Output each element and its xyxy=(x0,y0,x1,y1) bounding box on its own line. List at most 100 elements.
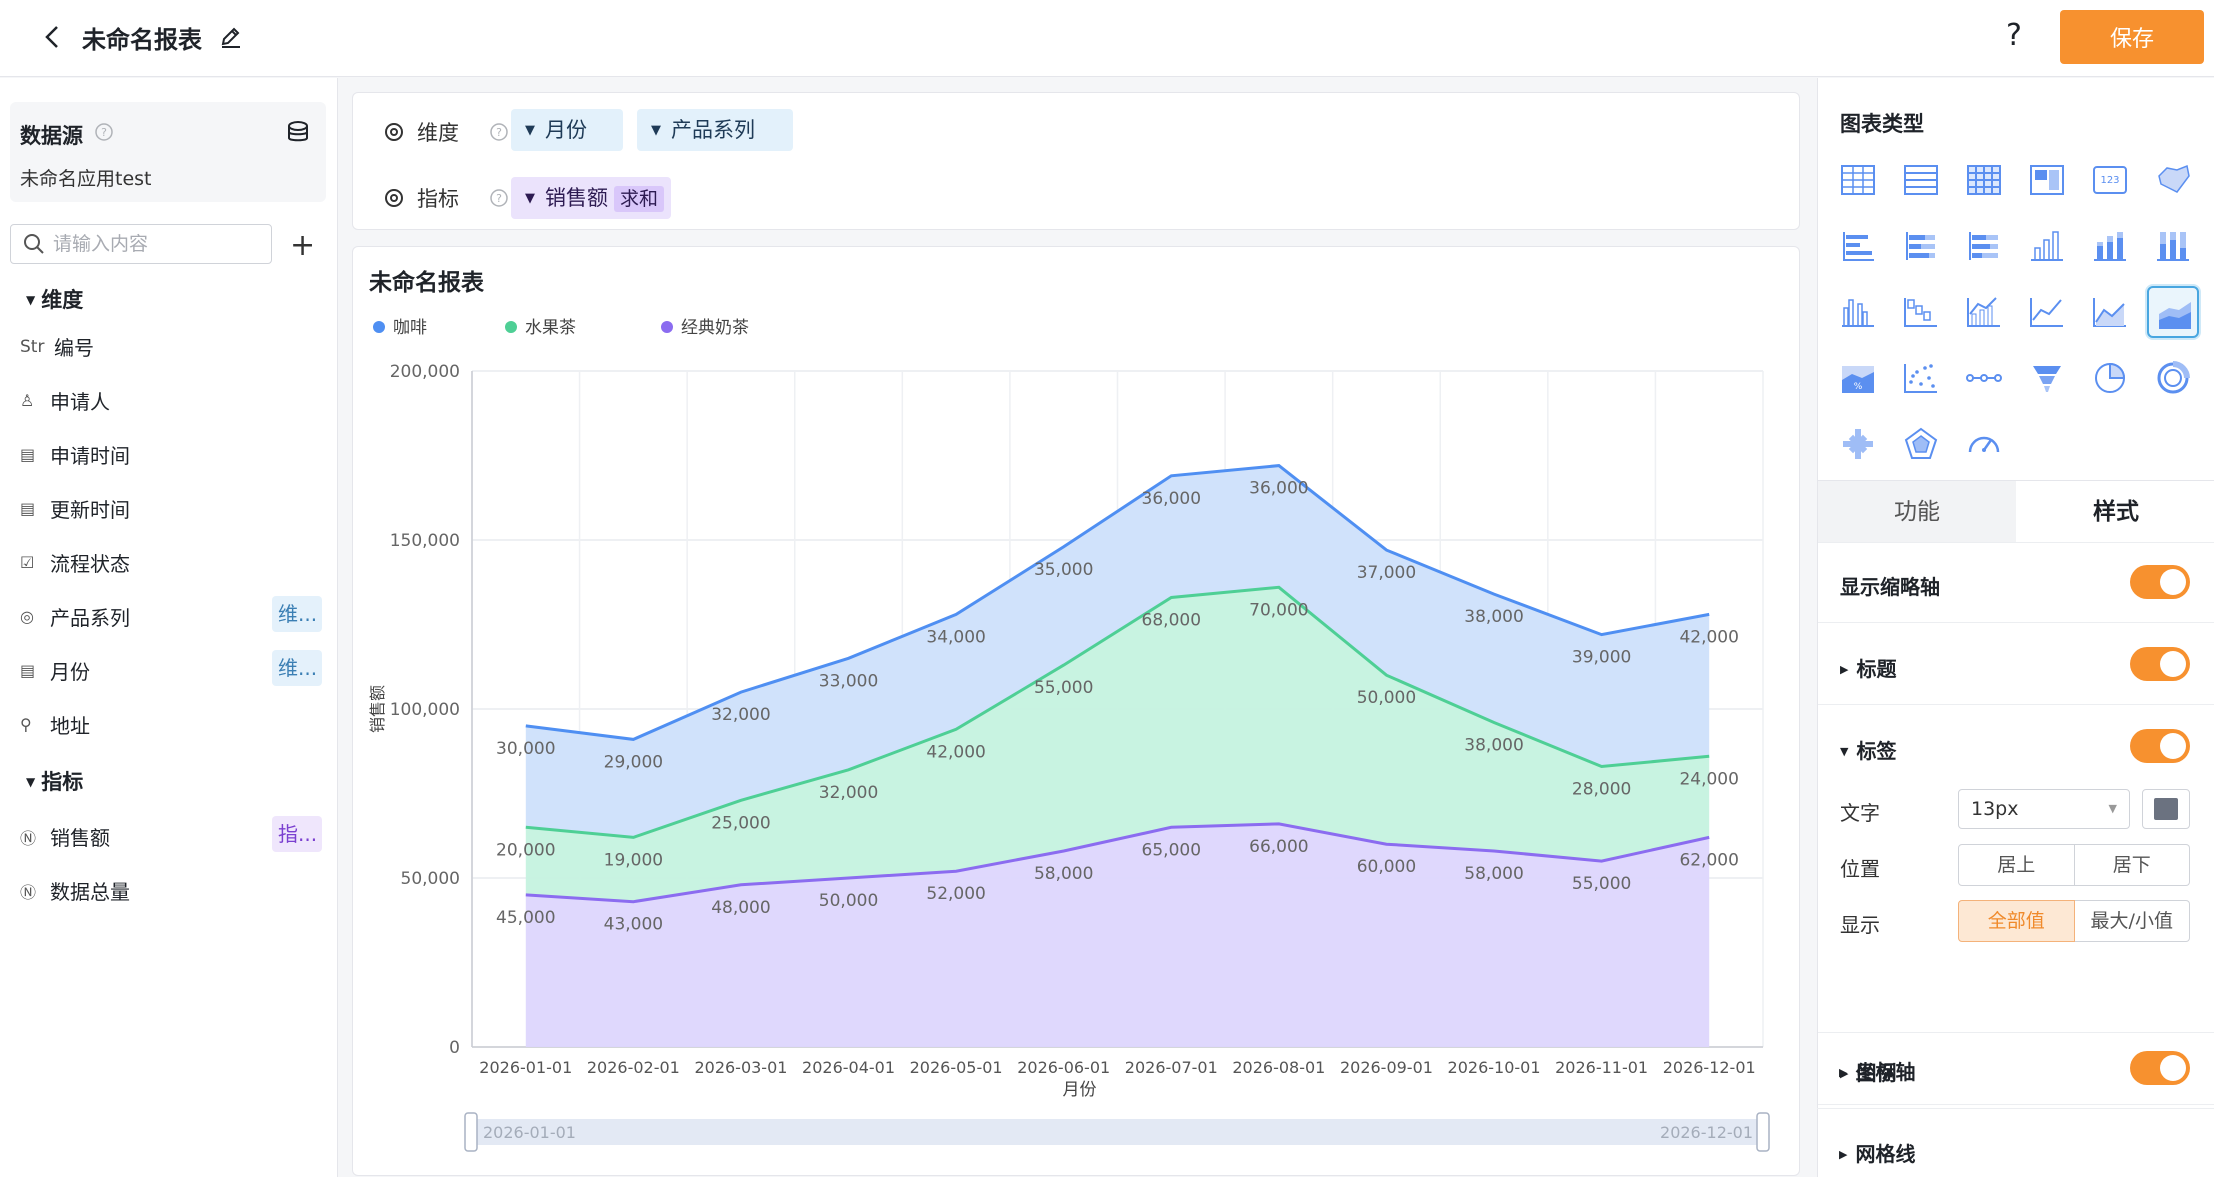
font-size-select[interactable]: 13px ▼ xyxy=(1958,789,2130,829)
tab-function[interactable]: 功能 xyxy=(1818,481,2016,543)
field-label: 流程状态 xyxy=(50,552,130,576)
column-chart-icon[interactable] xyxy=(2021,220,2073,272)
metric-pill-sales[interactable]: ▼ 销售额 求和 xyxy=(511,177,671,219)
rose-chart-icon[interactable] xyxy=(1832,418,1884,470)
help-icon[interactable]: ? xyxy=(2006,18,2022,53)
dimension-pill-product[interactable]: ▼ 产品系列 xyxy=(637,109,793,151)
search-input[interactable] xyxy=(10,224,272,264)
save-button[interactable]: 保存 xyxy=(2060,10,2204,64)
field-item[interactable]: ☑ 流程状态 xyxy=(20,548,130,577)
thumbnail-axis-label: 显示缩略轴 xyxy=(1840,575,1940,599)
back-icon[interactable] xyxy=(38,22,68,52)
title-section-header[interactable]: ▶ 标题 xyxy=(1840,657,1897,681)
field-item[interactable]: Ⓝ 数据总量 xyxy=(20,876,130,905)
waterfall-icon[interactable] xyxy=(1895,286,1947,338)
field-item[interactable]: ▤ 月份 xyxy=(20,656,90,685)
bar-chart-icon[interactable] xyxy=(1832,220,1884,272)
settings-icon xyxy=(385,189,403,207)
label-toggle[interactable] xyxy=(2130,729,2190,763)
grid-section-header[interactable]: ▶ 网格线 xyxy=(1839,1142,1916,1166)
field-item[interactable]: ▤ 更新时间 xyxy=(20,494,130,523)
dot-line-icon[interactable] xyxy=(1958,352,2010,404)
field-usage-tag[interactable]: 维... xyxy=(272,650,322,686)
caret-down-icon: ▼ xyxy=(26,775,36,789)
dimension-group[interactable]: ▼ 维度 xyxy=(26,288,84,312)
axis-section-header[interactable]: ▶ 坐标轴 xyxy=(1839,1060,1916,1084)
radar-chart-icon[interactable] xyxy=(1895,418,1947,470)
gauge-icon[interactable] xyxy=(1958,418,2010,470)
donut-chart-icon[interactable] xyxy=(2147,352,2199,404)
percent-column-icon[interactable] xyxy=(2147,220,2199,272)
field-usage-tag[interactable]: 指... xyxy=(272,816,322,852)
detail-table-icon[interactable] xyxy=(1895,154,1947,206)
legend-section-header[interactable]: ▶ 图例 xyxy=(1840,1061,1897,1085)
scatter-icon[interactable] xyxy=(1895,352,1947,404)
zoom-slider-start-handle[interactable] xyxy=(464,1112,478,1152)
field-item[interactable]: Ⓝ 销售额 xyxy=(20,822,110,851)
percent-area-icon[interactable]: % xyxy=(1832,352,1884,404)
field-item[interactable]: ◎ 产品系列 xyxy=(20,602,130,631)
x-tick-label: 2026-02-01 xyxy=(587,1058,680,1077)
field-item[interactable]: Str 编号 xyxy=(20,332,94,361)
tab-style[interactable]: 样式 xyxy=(2017,481,2214,543)
database-icon[interactable] xyxy=(284,118,312,146)
svg-text:123: 123 xyxy=(2100,175,2119,186)
data-label: 42,000 xyxy=(1679,627,1738,647)
help-circle-icon[interactable]: ? xyxy=(489,122,509,142)
data-label: 37,000 xyxy=(1357,563,1416,583)
position-top-option[interactable]: 居上 xyxy=(1958,844,2075,886)
number-card-icon[interactable]: 123 xyxy=(2084,154,2136,206)
stacked-area-icon[interactable] xyxy=(2147,286,2199,338)
legend-marker xyxy=(661,321,673,333)
metric-group[interactable]: ▼ 指标 xyxy=(26,770,84,794)
data-label: 24,000 xyxy=(1679,769,1738,789)
legend-toggle[interactable] xyxy=(2130,1051,2190,1085)
data-label: 50,000 xyxy=(819,891,878,911)
field-item[interactable]: ▤ 申请时间 xyxy=(20,440,130,469)
map-icon[interactable] xyxy=(2147,154,2199,206)
position-bottom-option[interactable]: 居下 xyxy=(2074,844,2190,886)
pie-chart-icon[interactable] xyxy=(2084,352,2136,404)
svg-text:?: ? xyxy=(101,126,107,139)
data-label: 45,000 xyxy=(496,908,555,928)
data-label: 52,000 xyxy=(926,884,985,904)
edit-icon[interactable] xyxy=(218,24,244,50)
label-section-header[interactable]: ▼ 标签 xyxy=(1840,739,1897,763)
legend-label: 经典奶茶 xyxy=(681,318,749,338)
caret-down-icon: ▼ xyxy=(1840,745,1849,758)
field-item[interactable]: ⚲ 地址 xyxy=(20,710,90,739)
add-field-button[interactable]: + xyxy=(290,228,316,263)
series-line xyxy=(525,464,1710,741)
series-line xyxy=(525,822,1710,904)
data-label: 65,000 xyxy=(1142,840,1201,860)
display-all-option[interactable]: 全部值 xyxy=(1958,900,2075,942)
field-usage-tag[interactable]: 维... xyxy=(272,596,322,632)
funnel-icon[interactable] xyxy=(2021,352,2073,404)
zoom-slider-end-label: 2026-12-01 xyxy=(1660,1123,1753,1142)
table-icon[interactable] xyxy=(1832,154,1884,206)
display-minmax-option[interactable]: 最大/小值 xyxy=(2074,900,2190,942)
area-chart-icon[interactable] xyxy=(2084,286,2136,338)
title-toggle[interactable] xyxy=(2130,647,2190,681)
dimension-pill-month[interactable]: ▼ 月份 xyxy=(511,109,623,151)
series-area xyxy=(525,465,1710,838)
area-chart[interactable]: 咖啡 水果茶 经典奶茶 200,000 150,000 100,000 50,000 0 45,… xyxy=(353,247,1801,1177)
thumbnail-axis-toggle[interactable] xyxy=(2130,565,2190,599)
data-label: 55,000 xyxy=(1572,874,1631,894)
pivot-table-icon[interactable] xyxy=(1958,154,2010,206)
grouped-column-icon[interactable] xyxy=(1832,286,1884,338)
label-color-picker[interactable] xyxy=(2142,789,2190,829)
help-circle-icon[interactable]: ? xyxy=(94,122,114,142)
stacked-column-icon[interactable] xyxy=(2084,220,2136,272)
field-item[interactable]: ♙ 申请人 xyxy=(20,386,110,415)
chevron-down-icon: ▼ xyxy=(2108,802,2117,815)
zoom-slider-end-handle[interactable] xyxy=(1756,1112,1770,1152)
combo-chart-icon[interactable] xyxy=(1958,286,2010,338)
percent-bar-icon[interactable] xyxy=(1958,220,2010,272)
help-circle-icon[interactable]: ? xyxy=(489,188,509,208)
data-label: 25,000 xyxy=(711,813,770,833)
line-chart-icon[interactable] xyxy=(2021,286,2073,338)
x-tick-label: 2026-07-01 xyxy=(1125,1058,1218,1077)
card-icon[interactable] xyxy=(2021,154,2073,206)
stacked-bar-icon[interactable] xyxy=(1895,220,1947,272)
